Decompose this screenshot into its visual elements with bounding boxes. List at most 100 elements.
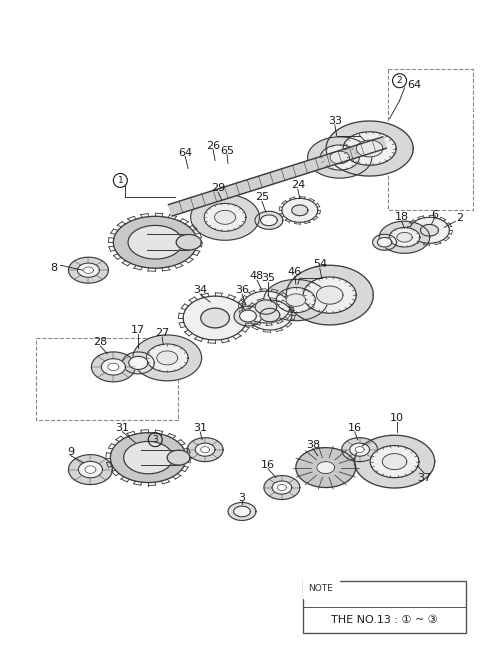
Polygon shape	[282, 198, 318, 222]
Polygon shape	[146, 344, 188, 372]
Polygon shape	[397, 233, 412, 242]
Polygon shape	[255, 300, 276, 314]
Polygon shape	[372, 234, 396, 250]
Polygon shape	[326, 121, 413, 176]
Polygon shape	[91, 352, 135, 382]
Polygon shape	[133, 335, 202, 381]
Polygon shape	[420, 225, 438, 236]
Polygon shape	[69, 455, 112, 485]
Polygon shape	[379, 221, 430, 253]
Polygon shape	[234, 506, 251, 517]
Text: 34: 34	[193, 285, 207, 295]
Text: 8: 8	[50, 263, 57, 273]
Polygon shape	[272, 481, 292, 494]
Text: 9: 9	[67, 447, 74, 457]
Polygon shape	[342, 438, 378, 462]
Text: 26: 26	[206, 141, 220, 151]
Polygon shape	[77, 263, 99, 277]
Text: 54: 54	[312, 259, 327, 269]
Polygon shape	[286, 265, 373, 325]
Polygon shape	[292, 205, 308, 215]
Text: 1: 1	[118, 176, 123, 185]
Polygon shape	[157, 351, 178, 365]
Text: 64: 64	[408, 80, 421, 90]
Text: 31: 31	[115, 422, 129, 433]
Polygon shape	[69, 257, 108, 283]
Polygon shape	[350, 443, 370, 457]
Text: 2: 2	[397, 76, 402, 85]
Polygon shape	[383, 453, 407, 470]
Polygon shape	[195, 443, 215, 457]
Polygon shape	[183, 296, 247, 340]
Text: 33: 33	[328, 115, 342, 126]
Polygon shape	[176, 234, 201, 250]
Polygon shape	[242, 291, 290, 323]
Text: 16: 16	[261, 460, 275, 470]
Text: 64: 64	[178, 147, 192, 157]
Polygon shape	[124, 441, 173, 474]
Text: 28: 28	[93, 337, 108, 347]
Text: 18: 18	[395, 212, 408, 222]
Polygon shape	[191, 195, 260, 240]
Polygon shape	[286, 294, 306, 307]
Polygon shape	[78, 461, 103, 477]
Polygon shape	[276, 288, 315, 312]
Text: 25: 25	[255, 193, 269, 202]
Polygon shape	[108, 363, 119, 371]
Text: 35: 35	[261, 273, 275, 283]
Polygon shape	[261, 215, 277, 226]
Polygon shape	[354, 435, 435, 488]
Text: 27: 27	[155, 328, 169, 338]
Text: 24: 24	[291, 180, 305, 191]
Polygon shape	[113, 216, 197, 268]
Polygon shape	[240, 310, 256, 322]
Polygon shape	[85, 466, 96, 474]
Polygon shape	[248, 300, 292, 330]
Text: 2: 2	[456, 214, 463, 223]
Text: 17: 17	[131, 325, 145, 335]
Polygon shape	[277, 485, 287, 491]
Polygon shape	[264, 280, 328, 321]
Polygon shape	[255, 212, 283, 229]
Text: 6: 6	[431, 210, 438, 220]
Polygon shape	[204, 203, 246, 231]
Polygon shape	[356, 140, 383, 157]
Text: 3: 3	[152, 435, 158, 444]
Polygon shape	[303, 277, 356, 313]
Polygon shape	[320, 145, 359, 170]
Text: 48: 48	[250, 271, 264, 281]
Polygon shape	[377, 238, 392, 247]
Polygon shape	[168, 137, 386, 216]
Polygon shape	[201, 447, 210, 453]
Polygon shape	[201, 308, 229, 328]
Text: 46: 46	[288, 267, 302, 277]
Polygon shape	[215, 210, 236, 224]
Text: 16: 16	[348, 422, 361, 433]
Text: 65: 65	[220, 145, 234, 155]
Polygon shape	[260, 309, 280, 322]
Polygon shape	[409, 217, 449, 243]
Polygon shape	[355, 447, 364, 453]
Text: NOTE: NOTE	[308, 584, 333, 593]
Text: 38: 38	[306, 440, 320, 450]
Text: 10: 10	[390, 413, 404, 422]
Text: 31: 31	[193, 422, 207, 433]
Polygon shape	[317, 462, 335, 474]
Polygon shape	[308, 137, 372, 178]
Polygon shape	[122, 352, 154, 374]
Polygon shape	[128, 225, 182, 259]
Text: 36: 36	[235, 285, 249, 295]
Text: 37: 37	[418, 472, 432, 483]
Polygon shape	[187, 438, 223, 462]
Text: THE NO.13 : ① ~ ③: THE NO.13 : ① ~ ③	[331, 615, 438, 625]
Polygon shape	[389, 227, 420, 247]
Polygon shape	[330, 151, 349, 164]
Polygon shape	[316, 286, 343, 304]
Polygon shape	[264, 476, 300, 500]
Polygon shape	[167, 450, 190, 465]
Polygon shape	[110, 433, 186, 483]
Polygon shape	[370, 445, 419, 477]
Polygon shape	[129, 356, 148, 369]
Polygon shape	[343, 132, 396, 165]
Text: 3: 3	[239, 493, 245, 502]
